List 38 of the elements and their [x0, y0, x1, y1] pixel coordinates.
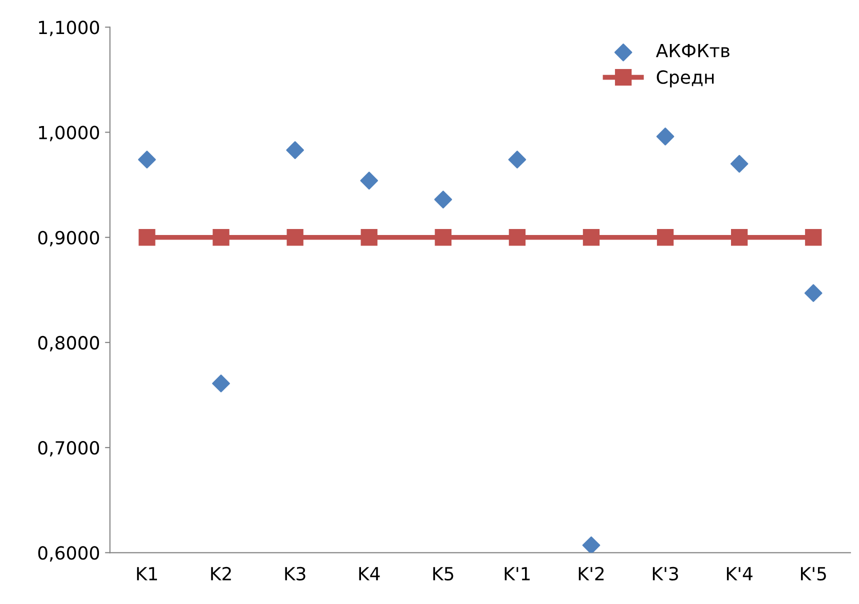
x-tick-label: K'2 [578, 566, 604, 580]
point [286, 141, 304, 160]
y-tick-label: 0,8000 [38, 336, 100, 352]
y-tick-label: 1,0000 [39, 126, 100, 142]
y-tick-label: 0,6000 [38, 546, 100, 562]
x-tick-label: K'5 [801, 567, 826, 581]
point [138, 229, 156, 246]
x-tick-label: K2 [211, 566, 231, 580]
point [730, 154, 748, 173]
point [582, 229, 600, 246]
point [731, 229, 748, 246]
point [360, 172, 378, 190]
point [434, 229, 452, 246]
x-tick-label: K1 [137, 567, 157, 580]
legend-label: АКФКтв [656, 44, 730, 58]
point [582, 536, 600, 553]
point [212, 374, 230, 392]
x-tick-label: K'1 [504, 567, 530, 580]
point [804, 284, 822, 302]
point [656, 229, 674, 246]
point [434, 190, 452, 208]
y-tick-label: 0,9000 [38, 230, 100, 246]
point [508, 150, 526, 169]
legend-label: Средн [656, 70, 714, 88]
point [138, 150, 156, 169]
point [805, 229, 822, 246]
y-tick-label: 1,1000 [39, 20, 100, 36]
point [212, 229, 230, 246]
point [508, 229, 526, 246]
y-tick-label: 0,7000 [38, 441, 100, 457]
point [656, 128, 674, 146]
point [286, 229, 304, 246]
x-tick-label: K'4 [726, 567, 752, 580]
x-tick-label: K3 [285, 566, 306, 581]
x-tick-label: K'3 [652, 566, 678, 581]
x-tick-label: K4 [359, 567, 380, 580]
x-tick-label: K5 [433, 567, 454, 581]
point [360, 229, 378, 246]
